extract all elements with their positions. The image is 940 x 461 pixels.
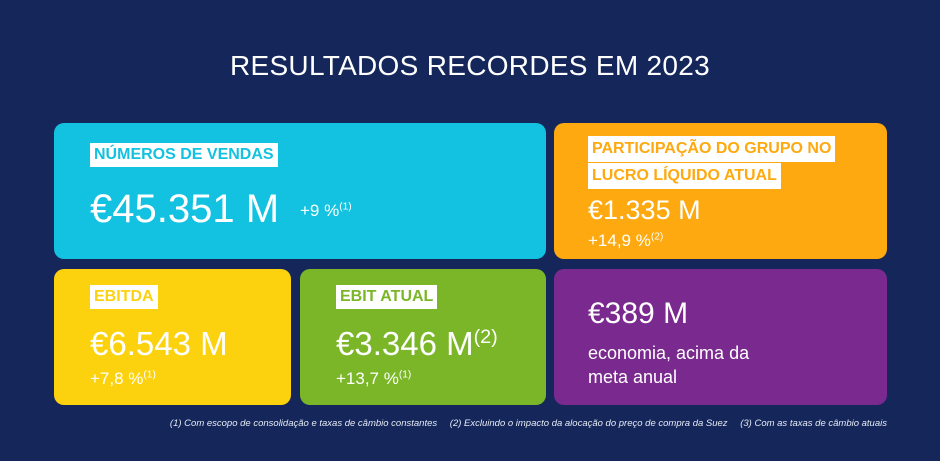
ebitda-card: EBITDA €6.543 M +7,8 %(1) xyxy=(54,269,291,405)
footnote-3: (3) Com as taxas de câmbio atuais xyxy=(740,418,887,429)
ebit-change: +13,7 %(1) xyxy=(336,369,411,389)
net-income-label: PARTICIPAÇÃO DO GRUPO NO LUCRO LÍQUIDO A… xyxy=(588,136,836,190)
sales-value: €45.351 M xyxy=(90,187,280,231)
ebit-change-text: +13,7 % xyxy=(336,369,399,388)
ebit-value: €3.346 M(2) xyxy=(336,325,498,363)
ebit-label: EBIT ATUAL xyxy=(336,285,438,309)
economy-desc-line1: economia, acima da xyxy=(588,343,750,363)
footnote-2: (2) Excluindo o impacto da alocação do p… xyxy=(449,418,728,429)
ebit-value-text: €3.346 M xyxy=(336,325,474,362)
footnotes: (1) Com escopo de consolidação e taxas d… xyxy=(160,418,887,429)
net-income-value: €1.335 M xyxy=(588,195,701,225)
sales-change-note: (1) xyxy=(339,201,352,213)
sales-change-text: +9 % xyxy=(300,201,340,220)
net-income-label-line1: PARTICIPAÇÃO DO GRUPO NO xyxy=(588,136,836,162)
net-income-change-note: (2) xyxy=(650,231,664,243)
net-income-label-line2: LUCRO LÍQUIDO ATUAL xyxy=(588,163,781,189)
ebitda-change-note: (1) xyxy=(143,369,156,381)
ebitda-label: EBITDA xyxy=(90,285,158,309)
ebitda-change-text: +7,8 % xyxy=(90,369,144,388)
ebit-value-note: (2) xyxy=(473,326,498,348)
footnote-1: (1) Com escopo de consolidação e taxas d… xyxy=(169,418,438,429)
ebitda-value: €6.543 M xyxy=(90,325,228,362)
net-income-card: PARTICIPAÇÃO DO GRUPO NO LUCRO LÍQUIDO A… xyxy=(554,123,887,259)
sales-card: NÚMEROS DE VENDAS €45.351 M +9 %(1) xyxy=(54,123,546,259)
ebitda-change: +7,8 %(1) xyxy=(90,369,156,389)
sales-label: NÚMEROS DE VENDAS xyxy=(90,143,278,167)
economy-value: €389 M xyxy=(588,297,689,330)
page-title: RESULTADOS RECORDES EM 2023 xyxy=(229,50,711,81)
ebit-card: EBIT ATUAL €3.346 M(2) +13,7 %(1) xyxy=(300,269,546,405)
ebit-change-note: (1) xyxy=(398,369,412,381)
net-income-change-text: +14,9 % xyxy=(588,231,651,250)
economy-desc-line2: meta anual xyxy=(588,367,678,387)
net-income-change: +14,9 %(2) xyxy=(588,231,663,251)
sales-change: +9 %(1) xyxy=(300,201,352,221)
economy-card: €389 M economia, acima da meta anual xyxy=(554,269,887,405)
